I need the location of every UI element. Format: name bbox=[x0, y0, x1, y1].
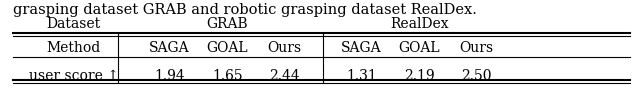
Text: GOAL: GOAL bbox=[398, 41, 440, 55]
Text: 1.65: 1.65 bbox=[212, 69, 243, 83]
Text: 2.19: 2.19 bbox=[404, 69, 435, 83]
Text: SAGA: SAGA bbox=[149, 41, 190, 55]
Text: 1.94: 1.94 bbox=[154, 69, 185, 83]
Text: GOAL: GOAL bbox=[206, 41, 248, 55]
Text: GRAB: GRAB bbox=[206, 17, 248, 31]
Text: RealDex: RealDex bbox=[390, 17, 449, 31]
Text: SAGA: SAGA bbox=[341, 41, 382, 55]
Text: Ours: Ours bbox=[268, 41, 302, 55]
Text: Method: Method bbox=[47, 41, 100, 55]
Text: Dataset: Dataset bbox=[47, 17, 100, 31]
Text: 2.44: 2.44 bbox=[269, 69, 300, 83]
Text: Ours: Ours bbox=[460, 41, 494, 55]
Text: 2.50: 2.50 bbox=[461, 69, 492, 83]
Text: user score ↑: user score ↑ bbox=[29, 69, 118, 83]
Text: 1.31: 1.31 bbox=[346, 69, 377, 83]
Text: grasping dataset GRAB and robotic grasping dataset RealDex.: grasping dataset GRAB and robotic graspi… bbox=[13, 3, 477, 17]
